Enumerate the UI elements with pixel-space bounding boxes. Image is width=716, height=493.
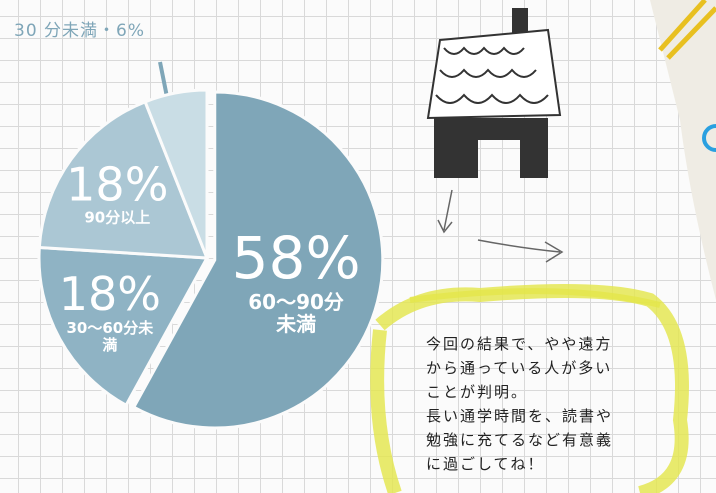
value-label: 18% [66, 157, 169, 212]
note-line: 長い通学時間を、読書や [426, 407, 614, 425]
annotation: 30 分未満・6% [14, 21, 146, 41]
note-line: 今回の結果で、やや遠方 [426, 335, 613, 353]
decoration [370, 0, 716, 493]
category-label: 60～90分未満 [248, 289, 344, 336]
note-line: から通っている人が多い [426, 359, 613, 377]
category-label: 90分以上 [84, 208, 151, 227]
note-line: ことが判明。 [426, 383, 529, 401]
slice-label: 18% 90分以上 [66, 159, 168, 226]
note-line: 勉強に充てるなど有意義 [426, 431, 614, 449]
note: 今回の結果で、やや遠方 から通っている人が多い ことが判明。長い通学時間を、読書や勉… [426, 332, 613, 476]
value-label: 58% [231, 223, 361, 292]
pie-slice [143, 88, 209, 259]
pie-slice [37, 245, 210, 408]
slice-label: 18% 30～60分未満 [59, 270, 161, 354]
value-label: 18% [58, 267, 161, 322]
slice-label: 58% 60～90分未満 [231, 223, 361, 336]
category-label: 30～60分未満 [66, 319, 154, 354]
pie-slice [37, 99, 210, 260]
note-line: に過ごしてね！ [426, 455, 545, 473]
pie-slice [131, 90, 385, 430]
